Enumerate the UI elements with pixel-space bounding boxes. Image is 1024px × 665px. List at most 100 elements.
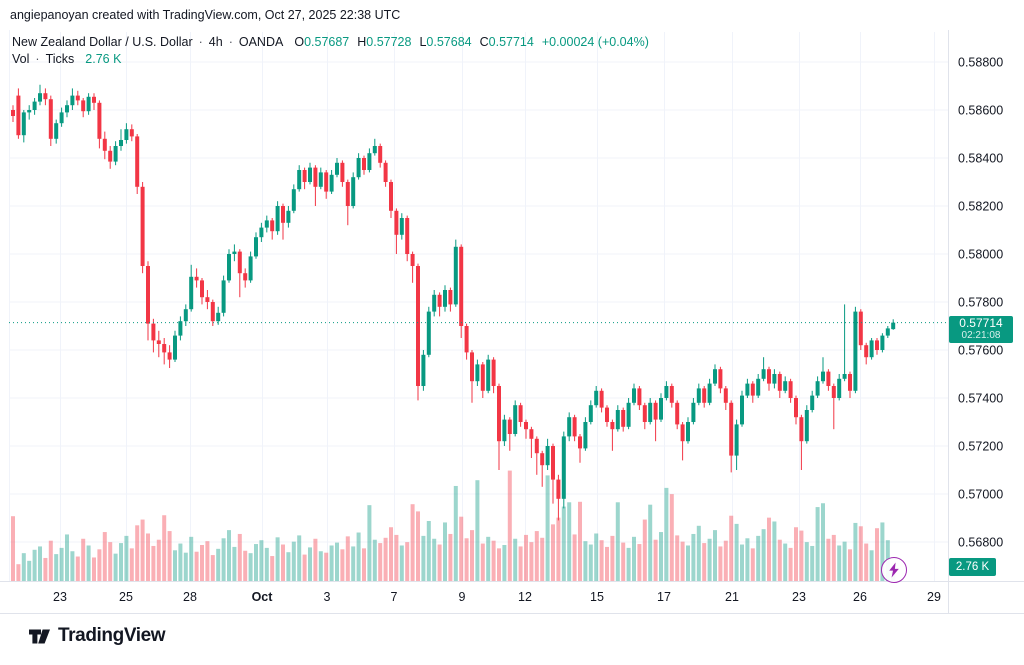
candle-body [43,93,48,100]
symbol-title[interactable]: New Zealand Dollar / U.S. Dollar [12,35,193,49]
price-tick-label[interactable]: 0.57200 [958,440,1003,454]
candle-body [302,170,307,182]
date-tick-label[interactable]: 23 [792,590,806,604]
volume-bar [65,534,69,581]
date-tick-label[interactable]: Oct [252,590,274,604]
volume-bar [232,546,237,581]
date-tick-label[interactable]: 9 [459,590,466,604]
candle-body [183,309,188,322]
date-tick-label[interactable]: 29 [927,590,941,604]
legend-symbol-row[interactable]: New Zealand Dollar / U.S. Dollar · 4h · … [12,34,649,51]
volume-bar [475,480,480,581]
price-tick-label[interactable]: 0.57800 [958,296,1003,310]
candle-body [659,398,663,420]
high-label: H [357,35,367,49]
volume-bar [848,549,852,581]
open-value: 0.57687 [304,35,350,49]
candle-body [497,386,501,442]
candle-body [713,369,717,384]
volume-bar [470,530,474,581]
candle-body [567,417,572,437]
volume-bar [200,545,204,581]
legend-volume-row[interactable]: Vol · Ticks 2.76 K [12,51,649,68]
price-tick-label[interactable]: 0.58000 [958,248,1003,262]
price-tick-label[interactable]: 0.57400 [958,392,1003,406]
price-tick-label[interactable]: 0.58600 [958,104,1003,118]
candle-body [318,172,323,187]
low-value: 0.57684 [426,35,472,49]
date-tick-label[interactable]: 3 [324,590,331,604]
tradingview-logo[interactable]: TradingView [28,624,166,647]
candle-body [437,294,442,307]
price-tick-label[interactable]: 0.58200 [958,200,1003,214]
volume-bar [416,511,420,581]
volume-bar [221,538,226,581]
price-tick-label[interactable]: 0.57000 [958,488,1003,502]
volume-bar [669,494,674,581]
candle-body [745,383,750,396]
volume-bar [594,533,599,581]
volume-bar [518,546,523,581]
volume-bar [302,554,307,581]
candle-body [426,311,431,355]
legend-separator: · [35,52,40,66]
volume-bar [43,557,48,581]
volume-bar [54,554,59,581]
volume-bar [227,530,231,581]
date-tick-label[interactable]: 21 [725,590,739,604]
volume-bar [329,545,334,581]
candle-body [513,405,518,434]
date-tick-label[interactable]: 7 [391,590,398,604]
volume-bar [831,534,836,581]
candle-body [210,302,215,322]
candle-body [21,112,26,136]
date-tick-label[interactable]: 26 [853,590,867,604]
candle-body [545,446,550,466]
volume-bar [389,527,393,581]
candle-body [232,251,237,254]
volume-bar [626,547,631,581]
date-tick-label[interactable]: 17 [657,590,671,604]
date-tick-label[interactable]: 28 [183,590,197,604]
candle-body [216,312,221,322]
boost-button[interactable] [881,557,907,583]
candle-body [340,162,345,182]
candle-body [788,381,793,398]
volume-bar [464,538,469,581]
date-tick-label[interactable]: 15 [590,590,604,604]
candle-body [885,328,890,336]
candle-body [27,110,32,113]
date-tick-label[interactable]: 25 [119,590,133,604]
price-tick-label[interactable]: 0.57600 [958,344,1003,358]
candle-body [81,100,86,112]
candle-body [491,359,496,386]
candle-body [394,210,399,235]
date-tick-label[interactable]: 12 [518,590,532,604]
candle-body [734,424,739,456]
volume-bar [129,548,134,581]
candle-body [524,422,528,430]
current-price-value: 0.57714 [959,316,1003,330]
candle-body [356,158,361,178]
volume-bar [659,532,663,581]
volume-bar [745,538,750,581]
volume-bar [615,502,620,581]
price-tick-label[interactable]: 0.58800 [958,56,1003,70]
candle-body [38,93,42,102]
volume-bar [561,506,566,581]
candle-body [842,374,847,379]
volume-bar [750,548,755,581]
volume-bar [410,504,415,581]
candle-body [378,146,383,163]
price-tick-label[interactable]: 0.58400 [958,152,1003,166]
candle-body [189,276,194,310]
volume-bar [767,517,771,581]
candle-body [32,101,37,110]
candle-body [599,390,604,408]
interval-label[interactable]: 4h [208,35,223,49]
date-tick-label[interactable]: 23 [53,590,67,604]
volume-bar [210,555,215,581]
candle-body [92,96,96,103]
volume-bar [173,550,177,581]
price-tick-label[interactable]: 0.56800 [958,536,1003,550]
